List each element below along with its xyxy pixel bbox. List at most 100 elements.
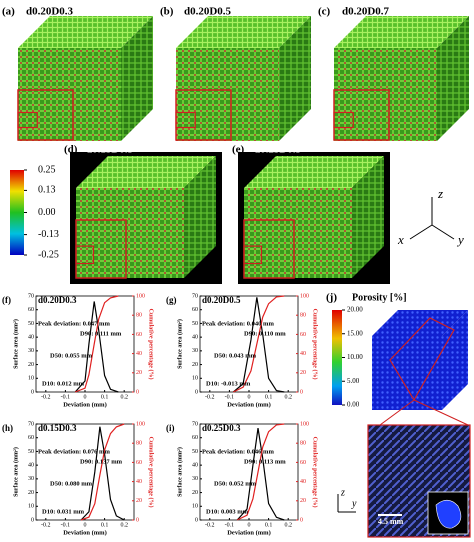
y-tick-label: 0	[31, 517, 34, 523]
annotation: D90: 0.110 mm	[244, 330, 286, 337]
section-plane	[389, 317, 455, 402]
x-axis-label: Deviation (mm)	[63, 401, 107, 408]
x-tick-label: 0.2	[284, 522, 292, 528]
data-line	[74, 295, 119, 393]
cube-top	[18, 16, 153, 48]
axis-arrow	[431, 224, 455, 240]
y-tick-label: 40	[192, 463, 198, 469]
y-axis-label: Surface area (mm²)	[176, 319, 183, 369]
y2-tick-label: 20	[136, 370, 142, 376]
y2-tick-label: 60	[300, 332, 306, 338]
pore-shape	[435, 499, 462, 529]
annotation: D50: 0.080 mm	[50, 480, 93, 487]
plot-frame	[199, 295, 299, 393]
y2-tick-label: 40	[300, 351, 306, 357]
annotation: D90: 0.113 mm	[244, 458, 286, 465]
axis-name: x	[397, 232, 404, 247]
cube-top	[334, 16, 469, 48]
x-tick-label: 0	[84, 394, 87, 400]
y-tick-label: 60	[28, 435, 34, 441]
y2-tick-label: 20	[300, 498, 306, 504]
x-tick-label: 0	[248, 394, 251, 400]
data-line	[74, 301, 119, 393]
y-tick-label: 60	[28, 307, 34, 313]
axis-name: y	[456, 232, 464, 247]
plot-frame	[35, 423, 135, 521]
panel-title: d0.25D0.3	[254, 144, 302, 156]
y-tick-label: 30	[28, 348, 34, 354]
x-tick-label: 0.1	[265, 394, 273, 400]
y2-tick-label: 40	[136, 351, 142, 357]
zoom-line	[413, 399, 469, 426]
cube-front	[334, 48, 437, 141]
y-tick-label: 70	[192, 293, 198, 299]
panel-label: (g)	[166, 295, 177, 305]
data-line	[80, 426, 125, 521]
y-axis-label: Surface area (mm²)	[12, 319, 19, 369]
x-tick-label: -0.1	[61, 394, 71, 400]
x-tick-label: -0.1	[61, 522, 71, 528]
inset-box	[17, 111, 38, 129]
data-line	[232, 297, 285, 393]
colorbar-tick-label: -0.25	[38, 249, 59, 260]
y-tick-label: 70	[192, 421, 198, 427]
x-tick-label: 0	[248, 522, 251, 528]
data-line	[236, 423, 285, 521]
x-tick-label: 0.2	[120, 522, 128, 528]
x-tick-label: 0.1	[101, 394, 109, 400]
annotation: Peak deviation: 0.047 mm	[38, 320, 110, 327]
chart-title: d0.20D0.3	[38, 295, 77, 305]
y-tick-label: 70	[28, 421, 34, 427]
y-tick-label: 50	[192, 321, 198, 327]
cube-side	[442, 310, 468, 410]
zoom-line	[379, 399, 415, 426]
y2-tick-label: 80	[300, 441, 306, 447]
panel-title: d0.20D0.3	[26, 6, 74, 18]
colorbar-tick-label: 0.00	[347, 401, 360, 409]
y-tick-label: 0	[31, 389, 34, 395]
y-tick-label: 10	[192, 504, 198, 510]
inset-box	[243, 245, 263, 265]
panel-label: (e)	[232, 144, 245, 156]
y-tick-label: 70	[28, 293, 34, 299]
colorbar-tick-label: 0.25	[38, 164, 56, 175]
panel-label: (d)	[64, 144, 78, 156]
y-tick-label: 30	[192, 476, 198, 482]
y2-tick-label: 100	[300, 293, 309, 299]
chart-title: d0.15D0.3	[38, 423, 77, 433]
annotation: D50: 0.043 mm	[214, 352, 257, 359]
x-tick-label: -0.1	[225, 522, 235, 528]
annotation: D10: -0.013 mm	[206, 380, 251, 387]
y2-tick-label: 20	[300, 370, 306, 376]
x-tick-label: 0.2	[120, 394, 128, 400]
annotation: Peak deviation: 0.076 mm	[38, 448, 110, 455]
panel-label: (j)	[326, 292, 337, 304]
colorbar	[10, 170, 24, 255]
colorbar-tick-label: 5.00	[347, 377, 360, 385]
cube-side	[437, 16, 469, 141]
annotation: Peak deviation: 0.046 mm	[202, 448, 274, 455]
annotation: D50: 0.055 mm	[50, 352, 93, 359]
annotation: D10: 0.031 mm	[42, 508, 85, 515]
y2-tick-label: 60	[300, 460, 306, 466]
y-tick-label: 10	[192, 376, 198, 382]
chart-title: d0.25D0.3	[202, 423, 241, 433]
plot-frame	[199, 423, 299, 521]
inset-box	[75, 245, 95, 265]
colorbar-tick-label: -0.13	[38, 229, 59, 240]
y-tick-label: 60	[192, 435, 198, 441]
panel-label: (a)	[2, 6, 15, 18]
y2-tick-label: 80	[136, 313, 142, 319]
colorbar-title: Porosity [%]	[352, 292, 407, 303]
x-tick-label: 0.1	[101, 522, 109, 528]
x-tick-label: -0.2	[205, 394, 215, 400]
cube-front	[372, 336, 442, 410]
panel-title: d0.20D0.7	[342, 6, 390, 18]
y-tick-label: 30	[192, 348, 198, 354]
y-tick-label: 10	[28, 376, 34, 382]
annotation: Peak deviation: 0.040 mm	[202, 320, 274, 327]
panel-label: (b)	[160, 6, 174, 18]
panel-label: (f)	[2, 295, 11, 305]
y-tick-label: 50	[192, 449, 198, 455]
